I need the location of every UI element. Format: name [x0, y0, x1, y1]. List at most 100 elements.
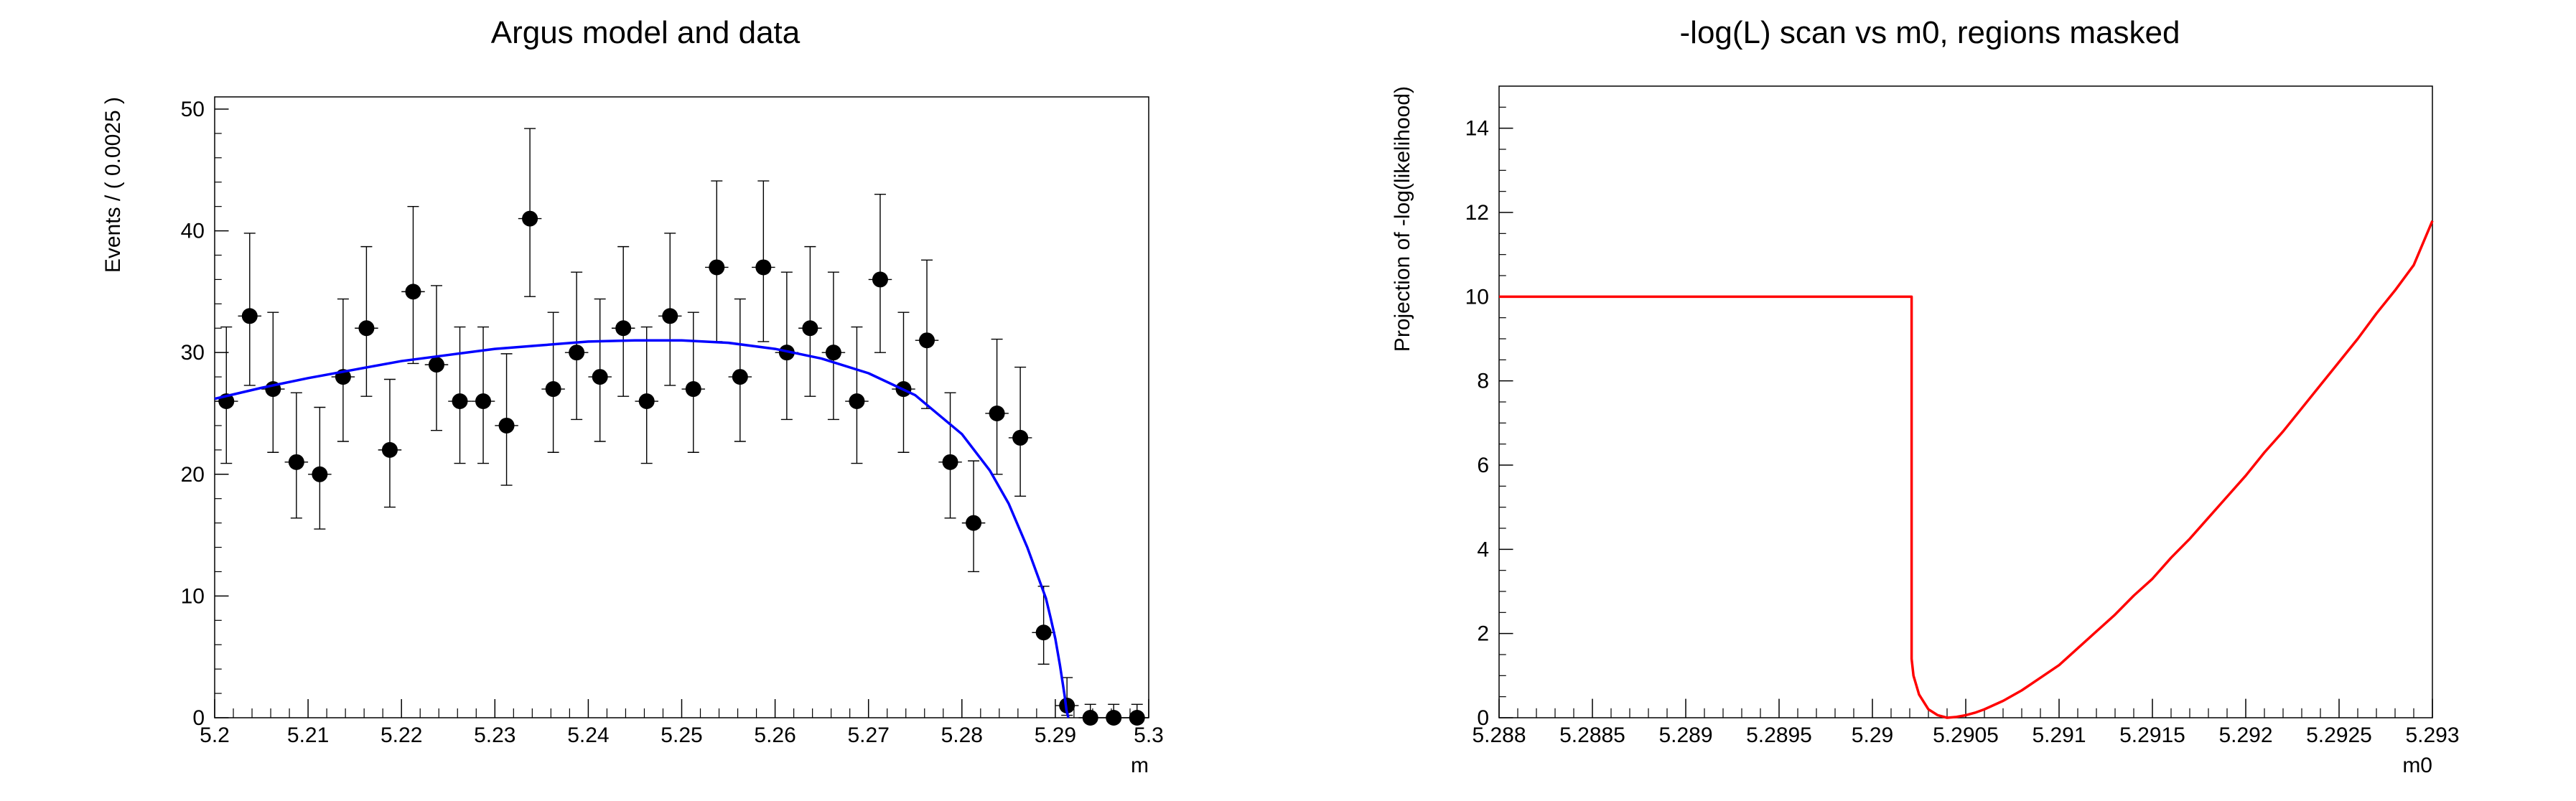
x-tick-label: 5.28 — [941, 723, 983, 747]
data-point-group — [938, 392, 962, 519]
data-point-group — [401, 205, 425, 365]
data-point — [522, 210, 538, 227]
x-tick-label: 5.27 — [848, 723, 890, 747]
data-point-group — [658, 233, 682, 386]
data-point — [802, 320, 818, 337]
data-point — [1012, 429, 1029, 446]
x-axis-label: m — [1131, 754, 1149, 777]
data-point — [732, 369, 748, 385]
data-point — [1035, 624, 1052, 641]
data-point — [405, 284, 421, 300]
chart-title: Argus model and data — [491, 15, 801, 50]
data-point-group — [868, 193, 892, 353]
x-tick-label: 5.2915 — [2119, 723, 2185, 747]
y-tick-label: 4 — [1477, 538, 1489, 561]
data-point-group — [611, 245, 635, 397]
data-point-group — [728, 298, 752, 442]
data-point — [919, 332, 935, 349]
x-tick-label: 5.21 — [287, 723, 329, 747]
data-point — [615, 320, 632, 337]
x-tick-label: 5.293 — [2405, 723, 2459, 747]
y-tick-label: 12 — [1465, 201, 1489, 225]
y-axis-label: Projection of -log(likelihood) — [1391, 86, 1414, 352]
data-point — [1082, 710, 1098, 726]
data-point — [709, 259, 725, 276]
data-point-group — [355, 245, 378, 397]
data-point-group — [1008, 366, 1032, 497]
x-tick-label: 5.3 — [1134, 723, 1164, 747]
data-point — [872, 271, 888, 288]
data-marks — [1499, 220, 2434, 719]
data-point — [312, 466, 328, 482]
data-marks — [214, 128, 1149, 726]
data-point-group — [471, 326, 495, 464]
data-point — [966, 515, 982, 531]
data-point — [452, 393, 468, 410]
data-point-group — [845, 326, 869, 464]
y-tick-label: 40 — [181, 220, 205, 243]
x-tick-label: 5.2895 — [1746, 723, 1812, 747]
y-tick-label: 6 — [1477, 454, 1489, 477]
data-point-group — [448, 326, 472, 464]
x-tick-label: 5.26 — [754, 723, 795, 747]
data-point — [942, 454, 958, 470]
y-tick-label: 0 — [1477, 706, 1489, 730]
x-tick-label: 5.2885 — [1559, 723, 1625, 747]
argus-chart-panel: Argus model and data m Events / ( 0.0025… — [101, 15, 1164, 777]
data-point-group — [1125, 703, 1149, 726]
data-point-group — [308, 406, 332, 530]
data-point-group — [284, 392, 309, 519]
data-point — [755, 259, 772, 276]
data-point — [638, 393, 655, 410]
data-point — [498, 417, 515, 434]
y-tick-label: 14 — [1465, 117, 1489, 141]
x-tick-label: 5.29 — [1852, 723, 1893, 747]
data-point — [475, 393, 492, 410]
data-point — [428, 357, 444, 373]
data-point — [381, 441, 398, 458]
x-tick-label: 5.22 — [381, 723, 422, 747]
x-tick-label: 5.2 — [200, 723, 230, 747]
y-tick-label: 50 — [181, 98, 205, 121]
data-point-group — [1078, 703, 1102, 726]
data-point-group — [518, 128, 542, 297]
x-tick-label: 5.25 — [661, 723, 702, 747]
data-point — [592, 369, 608, 385]
x-tick-label: 5.24 — [567, 723, 609, 747]
y-tick-label: 30 — [181, 341, 205, 365]
data-point — [989, 405, 1005, 421]
data-point — [358, 320, 375, 337]
x-tick-label: 5.292 — [2218, 723, 2272, 747]
data-point-group — [424, 285, 449, 431]
data-point-group — [635, 326, 658, 464]
x-tick-label: 5.2925 — [2306, 723, 2372, 747]
data-point-group — [1101, 703, 1126, 726]
axis-ticks: 5.2 5.21 5.22 5.23 5.24 5.25 5.26 5.27 5.28 5.29 5… — [181, 98, 1164, 747]
x-tick-label: 5.29 — [1035, 723, 1076, 747]
y-axis-label: Events / ( 0.0025 ) — [101, 97, 125, 273]
data-point — [825, 345, 841, 361]
y-tick-label: 20 — [181, 463, 205, 487]
y-tick-label: 10 — [181, 584, 205, 608]
x-tick-label: 5.289 — [1658, 723, 1712, 747]
data-point — [662, 308, 678, 324]
data-point-group — [238, 233, 262, 386]
data-point — [545, 381, 561, 398]
x-axis-label: m0 — [2402, 754, 2432, 777]
x-tick-label: 5.23 — [474, 723, 515, 747]
data-point-group — [961, 460, 986, 573]
data-point-group — [798, 245, 822, 397]
data-point-group — [588, 298, 612, 442]
data-point-group — [378, 378, 402, 508]
nll-scan-chart-panel: -log(L) scan vs m0, regions masked m0 Pr… — [1391, 15, 2460, 777]
y-tick-label: 8 — [1477, 370, 1489, 393]
data-point-group — [821, 271, 846, 421]
data-point-group — [752, 180, 775, 342]
data-point-group — [1032, 586, 1055, 665]
axis-ticks: 5.288 5.2885 5.289 5.2895 5.29 5.2905 5.291 5.2… — [1465, 106, 2460, 747]
nll-scan-line — [1499, 220, 2434, 719]
y-tick-label: 0 — [192, 706, 205, 730]
data-point — [1106, 710, 1122, 726]
